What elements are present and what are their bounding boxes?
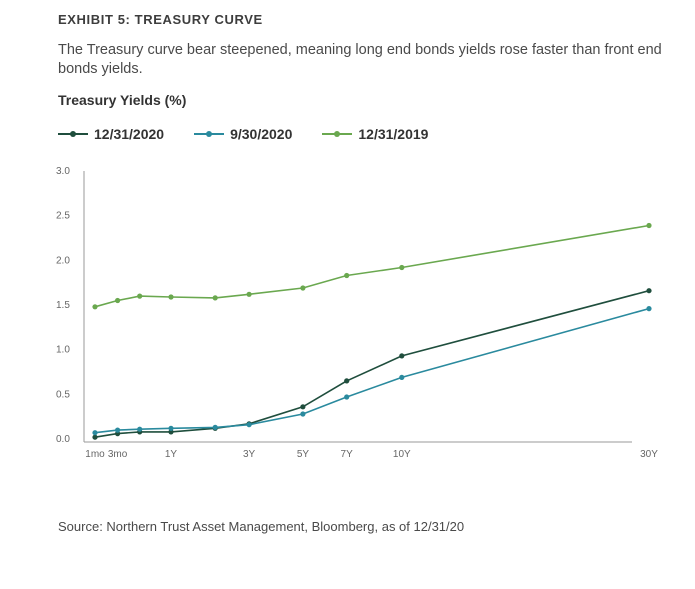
- series-line: [94, 224, 650, 308]
- legend-swatch-2020: [58, 131, 88, 137]
- x-tick-label: 5Y: [297, 449, 310, 460]
- chart-subtitle: The Treasury curve bear steepened, meani…: [58, 42, 662, 77]
- series-line: [94, 289, 650, 438]
- y-tick-label: 1.5: [56, 300, 70, 311]
- x-tick-label: 30Y: [640, 449, 658, 460]
- data-point: [137, 293, 143, 299]
- legend-label-2019: 12/31/2019: [358, 126, 429, 142]
- data-point: [246, 422, 252, 428]
- data-point: [115, 427, 121, 433]
- y-tick-label: 1.0: [56, 345, 70, 356]
- x-tick-label: 3mo: [108, 449, 128, 460]
- legend-swatch-2019: [322, 131, 353, 137]
- data-point: [115, 297, 121, 304]
- y-tick-label: 2.0: [56, 255, 70, 266]
- legend-label-sep2020: 9/30/2020: [230, 126, 293, 142]
- data-point: [246, 291, 252, 297]
- exhibit-title: EXHIBIT 5: TREASURY CURVE: [58, 12, 263, 27]
- y-tick-label: 0.0: [56, 434, 70, 445]
- series-line: [94, 307, 650, 434]
- x-tick-label: 1Y: [165, 449, 178, 460]
- data-point: [344, 378, 350, 384]
- legend-item-2020: 12/31/2020: [58, 126, 164, 142]
- data-point: [399, 374, 405, 380]
- y-tick-label: 0.5: [56, 389, 70, 400]
- data-point: [92, 430, 98, 436]
- y-tick-label: 3.0: [56, 166, 70, 177]
- data-point: [137, 426, 143, 432]
- legend-item-2019: 12/31/2019: [322, 126, 428, 142]
- data-point: [399, 264, 405, 271]
- data-point: [646, 222, 652, 229]
- data-point: [92, 304, 98, 310]
- data-point: [300, 285, 306, 291]
- data-point: [344, 394, 350, 400]
- data-point: [646, 306, 652, 312]
- data-point: [168, 425, 174, 431]
- data-point: [344, 272, 350, 279]
- y-tick-label: 2.5: [56, 211, 70, 222]
- x-tick-label: 1mo: [85, 449, 105, 460]
- legend-swatch-sep2020: [194, 131, 225, 137]
- data-point: [168, 294, 174, 300]
- legend-item-sep2020: 9/30/2020: [194, 126, 292, 142]
- data-point: [212, 295, 218, 301]
- legend: 12/31/2020 9/30/2020 12/31/2019: [58, 124, 458, 144]
- data-point: [399, 353, 405, 359]
- data-point: [212, 424, 218, 430]
- chart-title: Treasury Yields (%): [58, 92, 187, 108]
- x-tick-label: 7Y: [341, 449, 354, 460]
- source-note: Source: Northern Trust Asset Management,…: [58, 519, 465, 534]
- data-point: [300, 404, 306, 410]
- data-point: [300, 411, 306, 417]
- x-tick-label: 10Y: [393, 449, 411, 460]
- x-tick-label: 3Y: [243, 449, 256, 460]
- data-point: [168, 429, 174, 435]
- legend-label-2020: 12/31/2020: [94, 126, 165, 142]
- data-point: [92, 434, 98, 440]
- data-point: [646, 288, 652, 294]
